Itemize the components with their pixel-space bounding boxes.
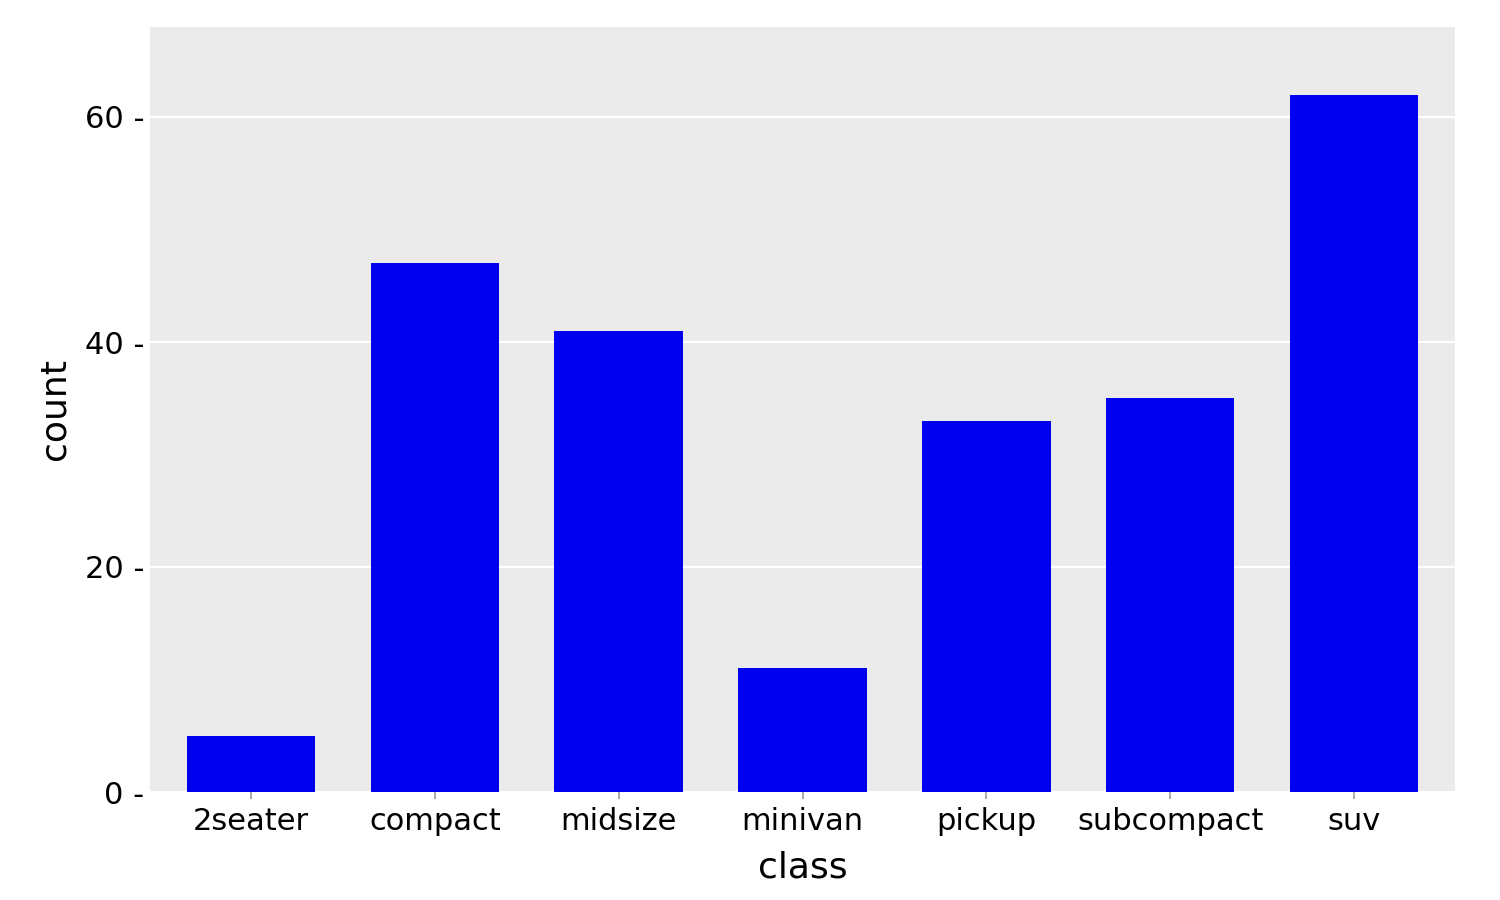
Bar bbox=[1106, 398, 1234, 792]
Bar bbox=[555, 331, 682, 792]
Bar bbox=[1290, 94, 1418, 792]
X-axis label: class: class bbox=[758, 850, 847, 884]
Bar bbox=[188, 736, 315, 792]
Bar bbox=[370, 263, 500, 792]
Y-axis label: count: count bbox=[38, 358, 70, 461]
Bar bbox=[738, 668, 867, 792]
Bar bbox=[922, 421, 1050, 792]
